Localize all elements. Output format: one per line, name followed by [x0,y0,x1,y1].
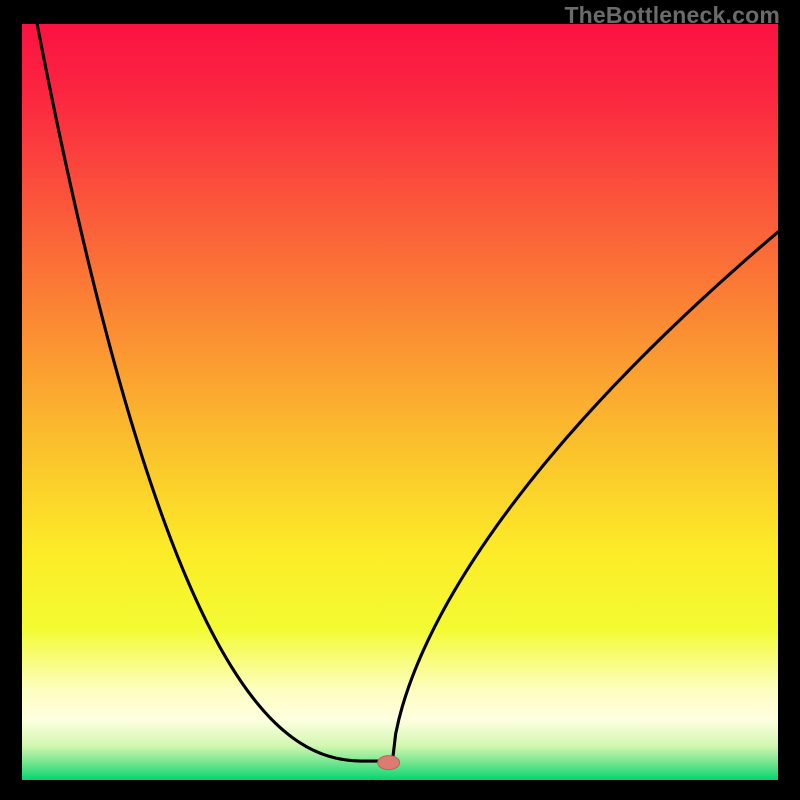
optimal-point-marker [378,756,400,770]
watermark-text: TheBottleneck.com [564,2,780,29]
gradient-background [22,24,778,780]
